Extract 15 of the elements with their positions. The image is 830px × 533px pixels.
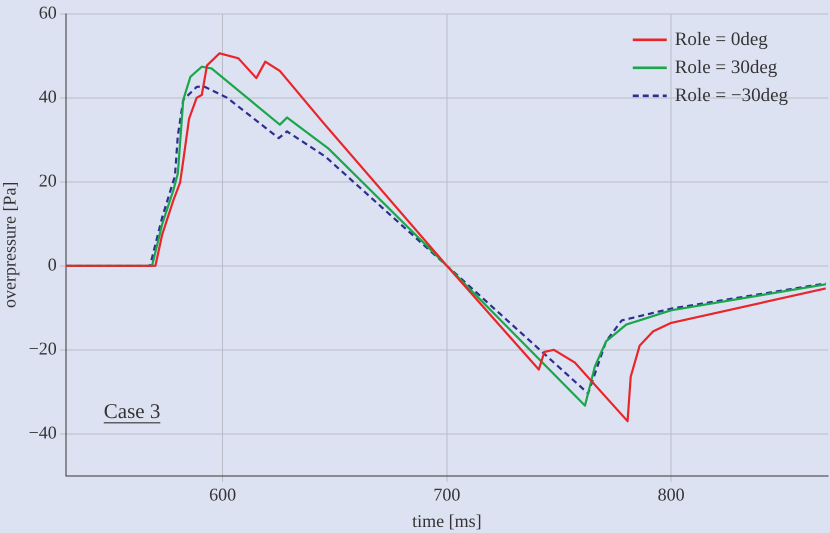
y-axis-title: overpressure [Pa] — [0, 182, 20, 308]
legend-label: Role = 0deg — [674, 28, 768, 50]
y-tick-label: 40 — [38, 86, 57, 107]
y-tick-label: 60 — [38, 2, 57, 23]
y-tick-label: −20 — [28, 338, 57, 359]
x-tick-label: 700 — [433, 484, 460, 504]
x-tick-label: 600 — [209, 484, 236, 504]
x-axis-title: time [ms] — [412, 510, 482, 531]
y-tick-label: −40 — [28, 422, 57, 443]
y-tick-label: 0 — [48, 254, 57, 275]
x-tick-label: 800 — [658, 484, 685, 504]
y-tick-label: 20 — [38, 170, 57, 191]
legend-label: Role = 30deg — [674, 56, 778, 78]
legend-label: Role = −30deg — [674, 84, 788, 106]
annotation: Case 3 — [104, 398, 160, 423]
